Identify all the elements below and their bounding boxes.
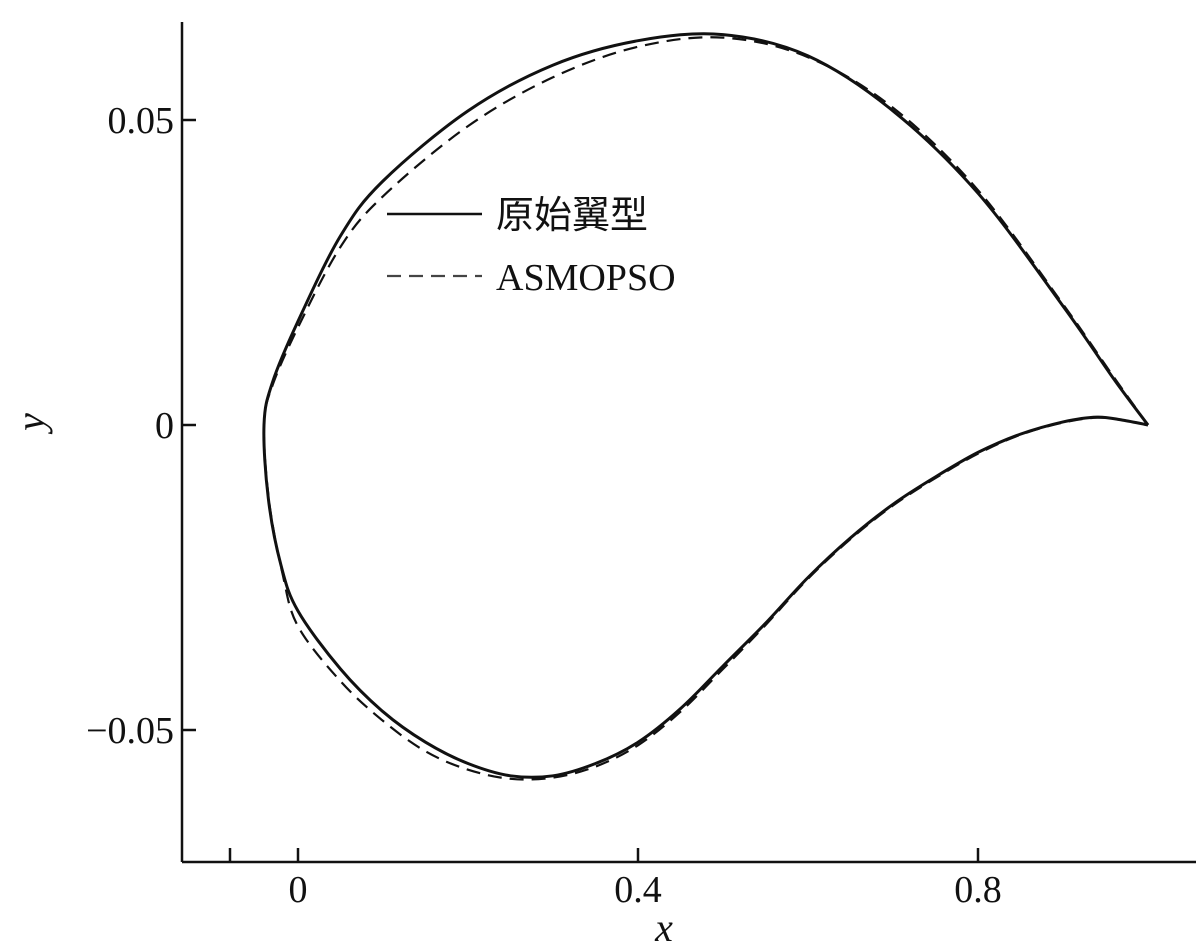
series-line-original — [262, 32, 1150, 779]
legend: 原始翼型 ASMOPSO — [387, 195, 676, 299]
x-tick-label: 0.8 — [954, 869, 1002, 911]
series-line-asmopso — [262, 36, 1149, 781]
y-tick-label: 0.05 — [108, 100, 175, 142]
legend-label-original: 原始翼型 — [496, 195, 648, 237]
axes — [180, 22, 1196, 864]
x-tick-label: 0 — [289, 869, 308, 911]
y-tick-label: 0 — [155, 405, 174, 447]
x-axis-title: x — [654, 905, 673, 941]
y-axis-title: y — [8, 413, 53, 435]
ticks: 0 0.4 0.8 −0.05 0 0.05 — [86, 100, 1002, 911]
legend-label-asmopso: ASMOPSO — [496, 257, 676, 299]
y-tick-label: −0.05 — [86, 710, 174, 752]
x-tick-label: 0.4 — [614, 869, 662, 911]
series-layer — [262, 32, 1150, 781]
